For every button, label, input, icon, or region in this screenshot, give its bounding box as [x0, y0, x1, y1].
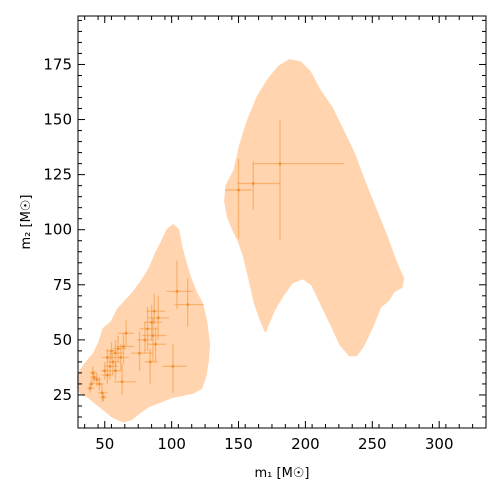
credible-region-2	[224, 59, 405, 357]
data-point	[102, 348, 113, 367]
point-marker	[106, 373, 109, 377]
point-marker	[152, 309, 156, 313]
point-marker	[95, 378, 99, 381]
point-marker	[114, 351, 117, 355]
point-marker	[151, 334, 155, 337]
y-tick-label: 175	[43, 55, 72, 73]
data-point	[146, 293, 165, 325]
data-point	[131, 331, 153, 371]
y-tick-label: 50	[53, 331, 72, 349]
data-point	[174, 278, 204, 327]
point-marker	[171, 364, 175, 368]
data-point	[147, 295, 169, 340]
point-marker	[120, 380, 124, 384]
point-marker	[100, 391, 104, 395]
data-point	[110, 361, 121, 380]
point-marker	[156, 316, 160, 320]
data-point	[136, 322, 153, 354]
x-axis-label: m₁ [M☉]	[254, 466, 309, 481]
point-marker	[92, 375, 96, 379]
credible-regions	[77, 59, 405, 423]
point-marker	[124, 331, 128, 335]
point-marker	[108, 364, 112, 368]
point-marker	[154, 342, 157, 346]
y-tick-label: 25	[53, 386, 72, 404]
point-marker	[186, 303, 190, 307]
point-marker	[102, 395, 105, 399]
x-tick-label: 300	[425, 435, 454, 453]
data-point	[107, 353, 121, 376]
data-point	[104, 353, 119, 380]
data-point	[143, 304, 163, 340]
y-tick-label: 75	[53, 276, 72, 294]
data-point	[112, 335, 127, 362]
data-point	[90, 366, 97, 380]
data-point	[102, 366, 113, 384]
point-marker	[148, 360, 152, 364]
point-marker	[119, 356, 123, 359]
data-point	[118, 320, 135, 347]
x-axis-ticks: 50 100 150 200 250 300	[84, 16, 474, 453]
point-marker	[89, 382, 93, 386]
data-point	[98, 383, 108, 402]
y-axis-label: m₂ [M☉]	[19, 194, 34, 249]
point-marker	[106, 356, 109, 359]
point-marker	[88, 386, 92, 390]
data-point	[225, 159, 252, 239]
data-point	[114, 364, 136, 395]
point-marker	[175, 290, 179, 293]
point-marker	[150, 320, 153, 324]
point-marker	[122, 345, 125, 348]
y-tick-label: 100	[43, 221, 72, 239]
x-tick-label: 50	[95, 435, 114, 453]
x-tick-label: 150	[224, 435, 253, 453]
point-marker	[143, 338, 147, 342]
data-point	[87, 383, 95, 393]
data-points	[87, 119, 345, 402]
point-marker	[91, 371, 95, 375]
point-marker	[138, 351, 141, 355]
data-point	[237, 161, 280, 210]
point-marker	[116, 347, 120, 351]
data-point	[110, 339, 124, 367]
point-marker	[251, 182, 255, 185]
point-marker	[98, 382, 101, 386]
data-point	[144, 348, 159, 384]
plot-frame	[77, 15, 487, 429]
y-axis-ticks: 25 50 75 100 125 150 175	[43, 19, 486, 418]
point-marker	[237, 188, 240, 192]
point-marker	[114, 369, 117, 373]
credible-region-1	[77, 224, 211, 423]
point-marker	[103, 369, 107, 373]
data-point	[106, 342, 117, 360]
point-marker	[278, 162, 282, 166]
data-point	[92, 372, 101, 387]
data-point	[139, 306, 159, 351]
data-point	[253, 119, 345, 241]
x-tick-label: 200	[291, 435, 320, 453]
data-point	[162, 344, 187, 393]
x-tick-label: 250	[358, 435, 387, 453]
data-point	[112, 344, 129, 371]
data-point	[142, 317, 167, 362]
data-point	[100, 392, 107, 402]
data-point	[95, 377, 104, 391]
data-point	[147, 326, 167, 362]
point-marker	[110, 349, 113, 353]
data-point	[88, 379, 95, 389]
data-point	[115, 333, 135, 365]
y-tick-label: 150	[43, 111, 72, 129]
data-point	[100, 361, 111, 380]
point-marker	[146, 327, 149, 331]
y-tick-label: 125	[43, 166, 72, 184]
data-point	[166, 260, 194, 310]
point-marker	[111, 360, 115, 364]
x-tick-label: 100	[157, 435, 186, 453]
